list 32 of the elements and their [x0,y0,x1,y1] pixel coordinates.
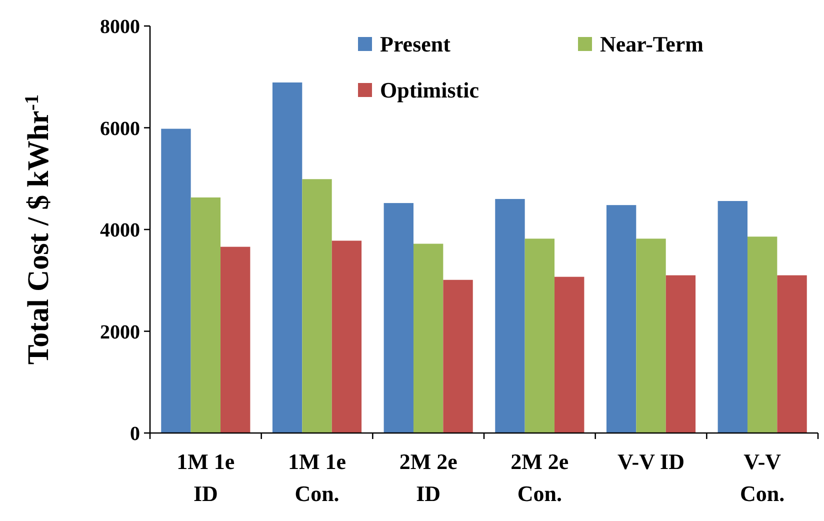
bar [777,275,807,433]
x-tick-label: 1M 1e Con. [288,449,346,506]
x-tick-label: 1M 1e ID [176,449,235,506]
bar [443,280,473,433]
x-tick-label: 2M 2e Con. [510,449,569,506]
y-tick-label: 0 [130,423,140,445]
bar [747,236,778,433]
bar [413,244,444,433]
y-tick-label: 2000 [100,321,140,344]
bar [524,238,555,433]
bar [272,82,302,433]
y-tick-label: 4000 [100,220,140,242]
bar [384,203,414,433]
bar [161,128,191,433]
bar [666,275,696,433]
y-tick-label: 8000 [100,16,140,38]
y-tick-label: 6000 [100,118,140,140]
bar [554,276,584,433]
bar [718,201,748,433]
bar [636,238,666,433]
legend-label: Present [380,32,452,57]
bar [190,197,221,433]
x-tick-label: 2M 2e ID [399,449,458,506]
bar [495,198,525,433]
legend-label: Optimistic [380,78,480,103]
bar [302,179,332,433]
x-tick-label: V-V ID [617,449,685,474]
bar [606,205,636,433]
legend-label: Near-Term [600,32,704,57]
bar [332,240,362,433]
bar [220,246,250,433]
x-tick-label: V-V Con. [740,449,785,506]
